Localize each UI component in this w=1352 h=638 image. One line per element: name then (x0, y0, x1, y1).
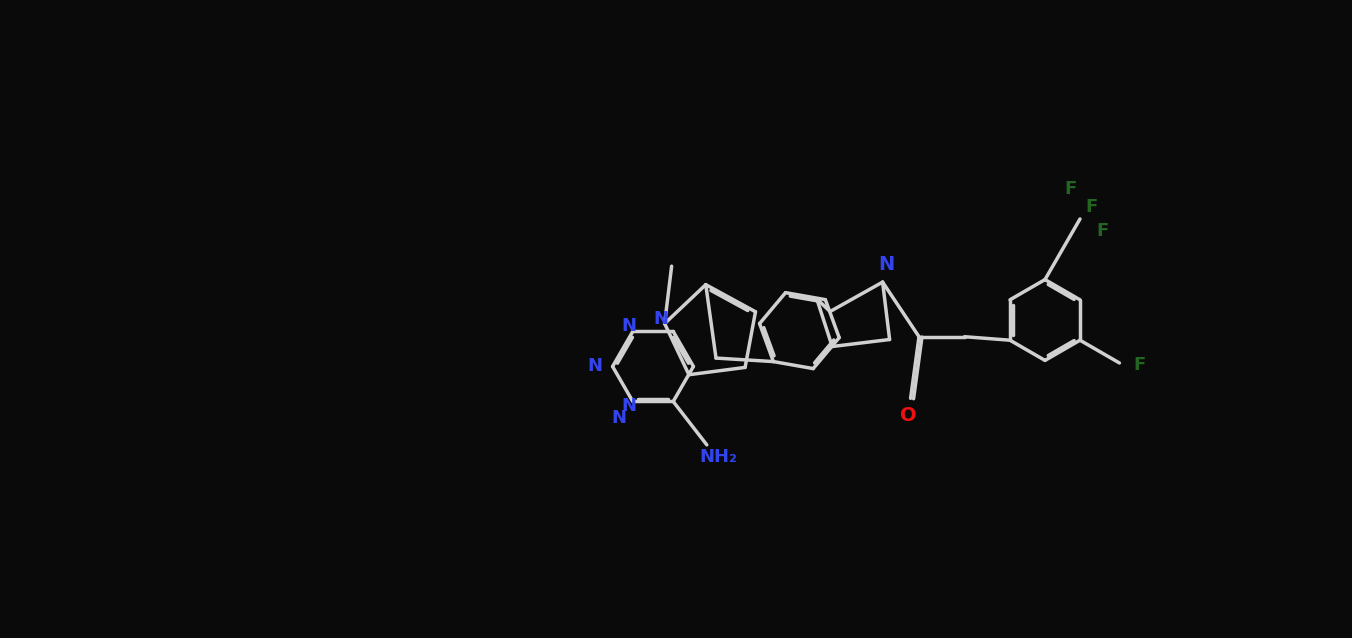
Text: F: F (1064, 180, 1076, 198)
Text: N: N (879, 255, 895, 274)
Text: F: F (1086, 198, 1098, 216)
Text: F: F (1096, 222, 1109, 240)
Text: F: F (1133, 356, 1145, 374)
Text: N: N (611, 410, 626, 427)
Text: NH₂: NH₂ (700, 448, 738, 466)
Text: N: N (587, 357, 602, 376)
Text: N: N (622, 397, 637, 415)
Text: O: O (900, 406, 917, 425)
Text: N: N (622, 318, 637, 336)
Text: N: N (653, 309, 668, 327)
